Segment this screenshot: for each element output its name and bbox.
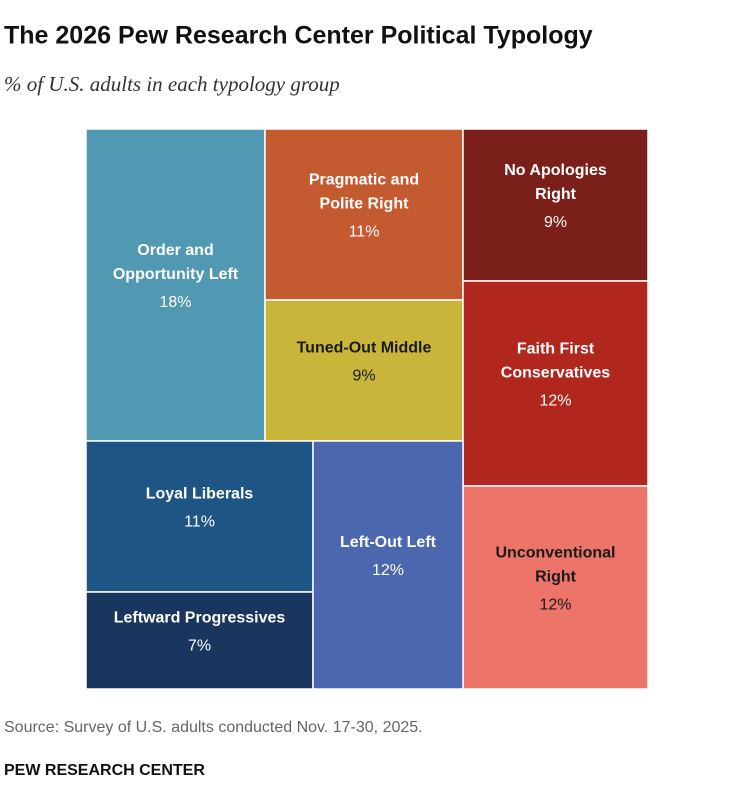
treemap-cell — [312, 440, 464, 690]
cell-label: No Apologies — [504, 162, 607, 179]
value-label: 11% — [349, 224, 380, 241]
cell-label: Opportunity Left — [113, 266, 239, 283]
cell-label: Right — [535, 186, 577, 203]
treemap-cell — [85, 128, 266, 442]
value-label: 12% — [372, 562, 404, 579]
cell-label: Order and — [137, 242, 213, 259]
value-label: 9% — [544, 214, 567, 231]
cell-label: Right — [535, 569, 577, 586]
cell-label: Loyal Liberals — [146, 486, 254, 503]
treemap-cell — [462, 485, 649, 690]
cell-label: Tuned-Out Middle — [297, 340, 432, 357]
value-label: 7% — [188, 638, 211, 655]
treemap-cell — [462, 280, 649, 487]
cell-label: Left-Out Left — [340, 534, 437, 551]
cell-label: Pragmatic and — [309, 172, 419, 189]
chart-subtitle: % of U.S. adults in each typology group — [4, 72, 340, 96]
value-label: 9% — [352, 368, 375, 385]
treemap-cell — [264, 299, 464, 442]
value-label: 18% — [159, 294, 191, 311]
cell-label: Unconventional — [495, 545, 615, 562]
cell-label: Polite Right — [320, 196, 410, 213]
treemap-cell — [85, 440, 314, 593]
cell-label: Leftward Progressives — [114, 610, 286, 627]
chart-title: The 2026 Pew Research Center Political T… — [4, 22, 593, 50]
treemap-cell — [264, 128, 464, 301]
treemap-cell — [462, 128, 649, 282]
cell-label: Faith First — [517, 341, 595, 358]
treemap-cell — [85, 591, 314, 690]
source-note: Source: Survey of U.S. adults conducted … — [4, 719, 423, 736]
value-label: 12% — [539, 393, 571, 410]
value-label: 12% — [539, 597, 571, 614]
credit: PEW RESEARCH CENTER — [4, 762, 205, 779]
cell-label: Conservatives — [501, 365, 610, 382]
value-label: 11% — [184, 514, 215, 531]
